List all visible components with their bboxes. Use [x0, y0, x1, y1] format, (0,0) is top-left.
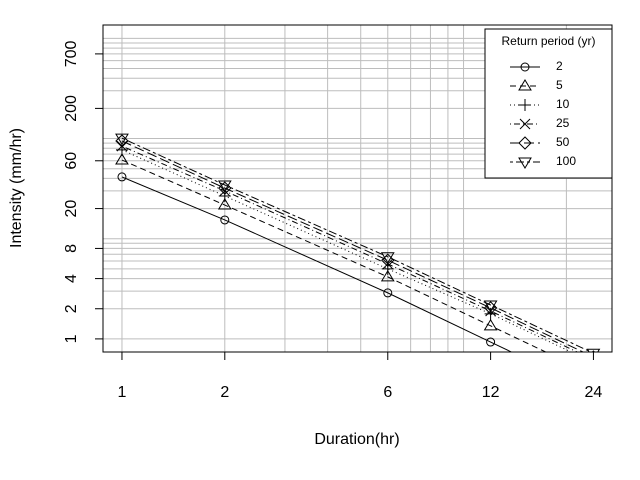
y-tick-label: 60: [63, 152, 80, 170]
marker: [380, 269, 395, 282]
legend-label: 100: [556, 154, 576, 168]
legend-box: [484, 28, 613, 179]
marker: [587, 369, 599, 379]
plot-frame: [102, 24, 613, 353]
y-tick-label: 200: [63, 95, 80, 122]
marker: [518, 157, 532, 169]
series-line: [121, 137, 593, 352]
marker: [220, 215, 230, 225]
marker: [380, 252, 395, 264]
marker: [519, 118, 531, 130]
x-tick-label: 12: [482, 384, 500, 401]
marker: [519, 99, 531, 111]
marker: [518, 136, 532, 150]
y-tick-label: 1: [63, 334, 80, 343]
marker: [486, 337, 496, 347]
series-line: [121, 176, 513, 352]
marker: [115, 153, 129, 165]
marker: [117, 172, 127, 182]
marker: [115, 133, 129, 146]
x-tick-label: 6: [383, 384, 392, 401]
y-tick-label: 8: [63, 244, 80, 253]
marker: [518, 79, 532, 91]
x-tick-label: 1: [118, 384, 127, 401]
marker: [218, 181, 232, 195]
marker: [217, 180, 232, 192]
marker: [217, 198, 232, 210]
y-tick-label: 700: [63, 40, 80, 67]
legend-label: 5: [556, 78, 563, 92]
marker: [115, 134, 129, 148]
marker: [483, 318, 498, 331]
y-tick-label: 20: [63, 200, 80, 218]
marker: [483, 301, 498, 315]
series-line: [121, 159, 547, 352]
marker: [382, 258, 394, 270]
series-line: [121, 140, 585, 352]
legend-label: 10: [556, 97, 570, 111]
x-tick-label: 2: [220, 384, 229, 401]
legend-label: 2: [556, 59, 563, 73]
x-axis-label: Duration(hr): [314, 431, 399, 448]
series-line: [121, 149, 573, 352]
marker: [383, 288, 393, 298]
legend-label: 25: [556, 116, 570, 130]
x-tick-label: 24: [585, 384, 603, 401]
y-tick-label: 2: [63, 304, 80, 313]
marker: [586, 348, 601, 352]
y-axis-label: Intensity (mm/hr): [8, 128, 25, 248]
marker: [381, 262, 394, 275]
legend-label: 50: [556, 135, 570, 149]
legend-title: Return period (yr): [501, 34, 595, 48]
y-tick-label: 4: [63, 274, 80, 283]
marker: [218, 190, 231, 202]
marker: [483, 300, 498, 312]
marker: [520, 62, 530, 72]
